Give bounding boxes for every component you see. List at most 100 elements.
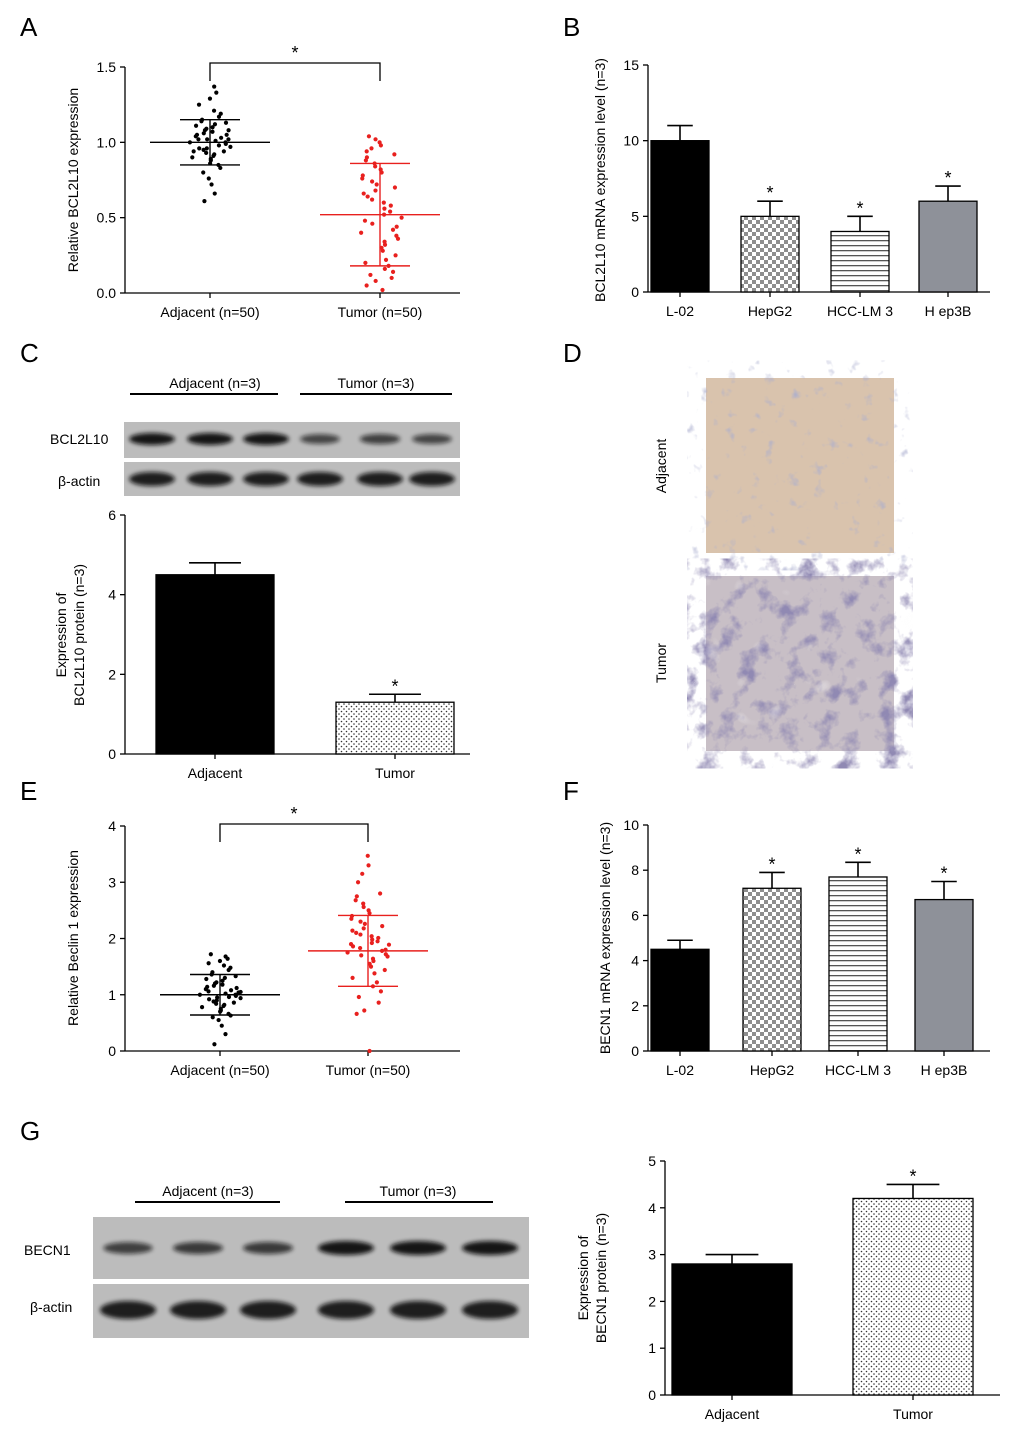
chart-g-y-tick-label: 3 bbox=[648, 1247, 656, 1263]
chart-e-data-point bbox=[369, 934, 374, 939]
chart-a-data-point bbox=[361, 191, 366, 196]
chart-a-data-point bbox=[364, 283, 369, 288]
chart-a-data-point bbox=[210, 125, 215, 130]
chart-c-significance-star: * bbox=[391, 676, 398, 696]
chart-a-data-point bbox=[190, 155, 195, 160]
chart-e-data-point bbox=[366, 863, 371, 868]
chart-f-y-tick-label: 10 bbox=[623, 817, 639, 833]
chart-a-data-point bbox=[365, 194, 370, 199]
chart-a-data-point bbox=[360, 173, 365, 178]
chart-b-bar-2 bbox=[830, 230, 890, 293]
chart-e-data-point bbox=[358, 919, 363, 924]
chart-e-beclin1-scatter: 0 1 2 3 4 Relative Beclin 1 expression Adjacen… bbox=[65, 804, 460, 1078]
chart-g-significance-star: * bbox=[909, 1166, 916, 1186]
chart-a-data-point bbox=[218, 165, 223, 171]
panel-letter-f: F bbox=[563, 776, 579, 806]
chart-e-data-point bbox=[386, 942, 392, 947]
chart-a-data-point bbox=[382, 266, 387, 271]
chart-e-data-point bbox=[376, 935, 381, 941]
chart-a-data-point bbox=[380, 287, 385, 293]
blot-band-row1 bbox=[412, 434, 452, 444]
chart-c-y-axis-label: Expression of bbox=[53, 592, 69, 677]
chart-a-data-point bbox=[219, 135, 224, 140]
blot-c-header-tumor: Tumor (n=3) bbox=[338, 375, 415, 391]
chart-b-x-tick-label: HCC-LM 3 bbox=[827, 303, 893, 319]
chart-e-data-point bbox=[376, 1000, 381, 1005]
chart-e-data-point bbox=[212, 1042, 217, 1047]
chart-e-data-point bbox=[223, 1032, 228, 1037]
blot-band-row1 bbox=[359, 433, 401, 445]
chart-e-significance-star: * bbox=[290, 804, 297, 824]
chart-e-data-point bbox=[383, 952, 388, 957]
chart-c-bcl2l10-protein-bars: 0 2 4 6 Expression of BCL2L10 protein (n=3) Ad… bbox=[53, 507, 470, 781]
blot-band-row1 bbox=[103, 1242, 153, 1254]
chart-f-y-tick-label: 4 bbox=[631, 953, 639, 969]
chart-a-data-point bbox=[201, 170, 206, 175]
chart-a-data-point bbox=[194, 132, 200, 137]
chart-a-data-point bbox=[191, 149, 196, 154]
chart-g-y-tick-label: 0 bbox=[648, 1387, 656, 1403]
chart-g-y-axis-label: Expression of bbox=[575, 1235, 591, 1320]
chart-b-y-tick-label: 0 bbox=[631, 284, 639, 300]
chart-a-data-point bbox=[206, 176, 211, 181]
chart-b-x-tick-label: HepG2 bbox=[748, 303, 793, 319]
chart-a-data-point bbox=[212, 191, 217, 196]
blot-band-row1 bbox=[242, 1241, 294, 1255]
panel-letter-c: C bbox=[20, 338, 39, 368]
blot-band-row1 bbox=[318, 1241, 374, 1255]
chart-e-data-point bbox=[378, 989, 384, 994]
chart-a-data-point bbox=[212, 122, 218, 127]
chart-f-y-tick-label: 2 bbox=[631, 998, 639, 1014]
chart-a-data-point bbox=[212, 84, 217, 89]
blot-g-header-adjacent: Adjacent (n=3) bbox=[162, 1183, 253, 1199]
chart-e-data-point bbox=[359, 953, 364, 958]
panel-letter-b: B bbox=[563, 12, 580, 42]
chart-g-y-tick-label: 1 bbox=[648, 1340, 656, 1356]
chart-a-data-point bbox=[201, 147, 206, 152]
chart-e-data-point bbox=[375, 939, 380, 944]
chart-e-data-point bbox=[228, 988, 234, 993]
chart-b-y-tick-label: 5 bbox=[631, 208, 639, 224]
chart-e-data-point bbox=[226, 994, 232, 1000]
chart-b-y-tick-label: 10 bbox=[623, 133, 639, 149]
chart-a-data-point bbox=[210, 129, 215, 134]
blot-g-row-label-becn1: BECN1 bbox=[24, 1242, 71, 1258]
chart-c-y-tick-label: 2 bbox=[108, 666, 116, 682]
chart-e-data-point bbox=[369, 940, 374, 946]
chart-a-data-point bbox=[204, 146, 209, 151]
chart-c-x-tick-label: Tumor bbox=[375, 765, 415, 781]
chart-b-y-tick-label: 15 bbox=[623, 57, 639, 73]
chart-e-y-tick-label: 1 bbox=[108, 987, 116, 1003]
blot-band-row2 bbox=[129, 472, 175, 486]
chart-f-y-tick-label: 0 bbox=[631, 1043, 639, 1059]
blot-band-row1 bbox=[172, 1241, 224, 1255]
chart-a-data-point bbox=[370, 179, 375, 184]
chart-e-data-point bbox=[220, 978, 225, 983]
chart-e-x-tick-label: Tumor (n=50) bbox=[326, 1062, 411, 1078]
chart-e-data-point bbox=[215, 995, 220, 1000]
chart-e-data-point bbox=[378, 891, 383, 896]
chart-a-data-point bbox=[204, 126, 209, 131]
chart-f-x-tick-label: L-02 bbox=[666, 1062, 694, 1078]
chart-a-data-point bbox=[197, 146, 202, 151]
chart-f-bar-3 bbox=[914, 898, 974, 1052]
chart-a-data-point bbox=[216, 143, 222, 148]
chart-f-significance-star: * bbox=[940, 864, 947, 884]
ihc-stained-tissue-image-tumor-icon bbox=[706, 576, 894, 751]
chart-e-data-point bbox=[216, 1017, 221, 1023]
chart-a-data-point bbox=[393, 253, 398, 258]
chart-c-y-tick-label: 4 bbox=[108, 587, 116, 603]
chart-b-bar-0 bbox=[650, 140, 710, 293]
chart-a-data-point bbox=[381, 200, 386, 205]
chart-e-data-point bbox=[223, 954, 228, 959]
chart-a-data-point bbox=[394, 233, 399, 238]
blot-g-membrane-row2 bbox=[93, 1284, 529, 1338]
chart-e-data-point bbox=[358, 945, 363, 951]
chart-f-y-tick-label: 8 bbox=[631, 862, 639, 878]
chart-a-data-point bbox=[389, 275, 394, 281]
chart-a-data-point bbox=[383, 257, 389, 262]
chart-e-data-point bbox=[366, 908, 371, 913]
chart-e-data-point bbox=[222, 1002, 227, 1007]
chart-a-data-point bbox=[211, 108, 217, 113]
